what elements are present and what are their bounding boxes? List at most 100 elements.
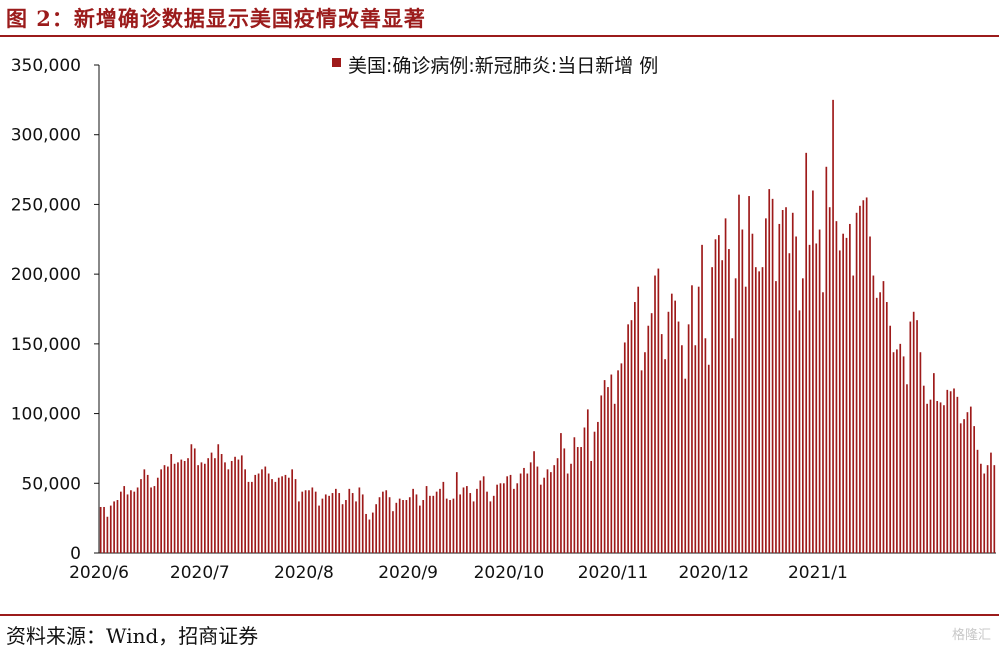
bar — [664, 359, 666, 553]
bar — [516, 483, 519, 553]
bar — [452, 498, 455, 553]
bar — [832, 99, 834, 554]
bar — [163, 465, 166, 553]
bar — [718, 235, 720, 553]
bar — [187, 458, 189, 553]
bar — [412, 488, 414, 553]
bar — [768, 189, 771, 553]
bar — [812, 190, 814, 554]
bar — [882, 281, 885, 553]
x-tick-label: 2020/7 — [170, 563, 230, 583]
bar — [885, 302, 888, 553]
bar — [896, 349, 898, 553]
bar — [160, 469, 162, 553]
bar — [425, 486, 428, 553]
bar — [993, 465, 996, 553]
bar — [499, 483, 502, 553]
bar — [543, 477, 545, 553]
bar — [929, 399, 932, 553]
bar — [375, 504, 377, 553]
bar — [405, 500, 408, 553]
bar — [822, 292, 824, 553]
bar — [173, 463, 176, 553]
bar — [496, 484, 498, 553]
bar — [523, 467, 525, 553]
bar — [264, 466, 267, 553]
bar — [933, 373, 935, 553]
bar — [953, 388, 955, 553]
bar — [758, 271, 760, 553]
bar — [203, 463, 206, 553]
bar — [244, 469, 246, 553]
bar — [936, 401, 939, 553]
bar — [801, 278, 804, 553]
bar — [835, 221, 838, 553]
bar — [684, 378, 687, 553]
bar — [529, 462, 532, 553]
bar — [590, 460, 593, 553]
bar — [869, 236, 871, 553]
bar — [217, 444, 220, 553]
bar — [170, 454, 173, 553]
bar — [855, 212, 858, 554]
bar — [133, 491, 136, 553]
bar — [466, 486, 468, 553]
bar — [227, 469, 230, 553]
bar — [660, 334, 663, 553]
bar — [607, 387, 609, 553]
bar — [432, 495, 435, 553]
bar — [892, 352, 895, 553]
bar — [140, 479, 142, 553]
bar — [845, 237, 848, 553]
bar — [550, 472, 552, 553]
bar — [980, 463, 982, 553]
bar — [922, 385, 925, 553]
bar — [687, 324, 690, 553]
bar — [526, 473, 529, 553]
bar — [650, 313, 653, 553]
bar — [301, 491, 304, 553]
bar — [230, 460, 233, 553]
bar — [916, 320, 918, 553]
bar — [949, 391, 952, 553]
x-tick-label: 2021/1 — [788, 563, 848, 583]
bar — [402, 500, 404, 553]
bar — [331, 493, 334, 553]
bar — [566, 473, 569, 553]
bar — [287, 477, 290, 553]
bar — [207, 458, 210, 553]
bar — [754, 267, 757, 553]
bar — [392, 511, 394, 553]
bar — [486, 491, 488, 553]
y-tick-label: 200,000 — [11, 265, 81, 285]
bar — [429, 495, 431, 553]
bar — [130, 490, 132, 553]
bar — [502, 483, 505, 553]
bar — [859, 205, 861, 553]
bar — [240, 455, 243, 553]
bar — [109, 505, 112, 553]
bar — [677, 321, 680, 553]
bar — [973, 426, 975, 553]
bar — [778, 223, 781, 553]
bar — [398, 498, 401, 553]
bar — [697, 286, 700, 553]
bar — [237, 459, 240, 553]
bar — [852, 275, 855, 553]
bar — [909, 321, 912, 553]
bar — [519, 473, 522, 553]
bar — [600, 395, 603, 553]
bar — [640, 370, 643, 553]
bar — [338, 493, 341, 553]
bar — [771, 198, 774, 553]
bar — [711, 267, 713, 553]
bar — [371, 512, 374, 553]
bar — [879, 292, 881, 553]
bar — [775, 281, 777, 553]
bar — [721, 260, 724, 553]
bar — [506, 476, 509, 553]
y-tick-label: 250,000 — [11, 195, 81, 215]
bar — [707, 364, 710, 553]
y-tick-label: 50,000 — [22, 474, 81, 494]
bar — [449, 500, 451, 553]
